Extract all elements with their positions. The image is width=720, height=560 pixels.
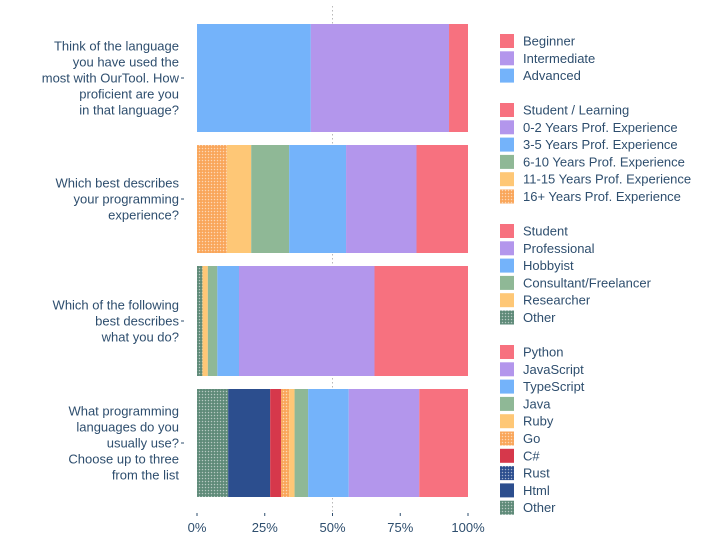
bar-segment-researcher bbox=[202, 266, 208, 376]
bar-segment-3-5-years-prof-experience bbox=[289, 145, 347, 253]
legend-label: 6-10 Years Prof. Experience bbox=[523, 154, 685, 169]
bar-segment-python bbox=[419, 389, 468, 497]
question-bar-3 bbox=[197, 266, 468, 376]
bar-segment-0-2-years-prof-experience bbox=[346, 145, 417, 253]
legend-label: Professional bbox=[523, 241, 595, 256]
legend-group-1: Beginner Intermediate Advanced bbox=[500, 34, 595, 83]
legend-swatch bbox=[500, 431, 514, 446]
bar-segment-hobbyist bbox=[217, 266, 240, 376]
legend-group-2: Student / Learning 0-2 Years Prof. Experi… bbox=[500, 103, 691, 204]
bar-segment-javascript bbox=[348, 389, 420, 497]
bar-segment-beginner bbox=[449, 24, 468, 132]
legend-label: Hobbyist bbox=[523, 258, 574, 273]
bars-group bbox=[197, 24, 468, 497]
bar-segment-ruby bbox=[289, 389, 295, 497]
legend-swatch bbox=[500, 362, 514, 377]
legend-swatch bbox=[500, 275, 514, 290]
bar-segment-other bbox=[197, 389, 229, 497]
legend-label: Other bbox=[523, 310, 556, 325]
legend-label: Python bbox=[523, 345, 563, 360]
legend-label: 16+ Years Prof. Experience bbox=[523, 189, 681, 204]
legend: Beginner Intermediate Advanced Student / Le… bbox=[500, 34, 691, 515]
legend-swatch bbox=[500, 154, 514, 169]
question-bar-2 bbox=[197, 145, 468, 253]
legend-swatch bbox=[500, 241, 514, 256]
x-tick-label: 75% bbox=[387, 520, 413, 535]
bar-segment-advanced bbox=[197, 24, 311, 132]
legend-label: Intermediate bbox=[523, 51, 595, 66]
legend-swatch bbox=[500, 51, 514, 66]
legend-swatch bbox=[500, 483, 514, 498]
question-bar-1 bbox=[197, 24, 468, 132]
legend-swatch bbox=[500, 224, 514, 238]
legend-label: C# bbox=[523, 448, 540, 463]
legend-label: Consultant/Freelancer bbox=[523, 275, 652, 290]
question-label-4: What programming languages do you usually … bbox=[68, 404, 179, 483]
bar-segment-java bbox=[294, 389, 309, 497]
legend-swatch bbox=[500, 172, 514, 187]
legend-swatch bbox=[500, 68, 514, 83]
bar-segment-professional bbox=[239, 266, 375, 376]
legend-label: JavaScript bbox=[523, 362, 584, 377]
bar-segment-student bbox=[374, 266, 468, 376]
bar-segment-consultant-freelancer bbox=[207, 266, 218, 376]
legend-label: Ruby bbox=[523, 414, 554, 429]
bar-segment-c- bbox=[270, 389, 282, 497]
legend-group-3: Student Professional Hobbyist Consultant/Fr… bbox=[500, 224, 652, 325]
legend-swatch bbox=[500, 310, 514, 325]
bar-segment-intermediate bbox=[310, 24, 450, 132]
legend-label: 3-5 Years Prof. Experience bbox=[523, 137, 678, 152]
bar-segment-html bbox=[228, 389, 271, 497]
bar-segment-typescript bbox=[308, 389, 349, 497]
legend-label: Advanced bbox=[523, 68, 581, 83]
legend-label: Beginner bbox=[523, 34, 576, 49]
legend-label: Student / Learning bbox=[523, 103, 629, 118]
legend-label: Html bbox=[523, 483, 550, 498]
legend-swatch bbox=[500, 345, 514, 359]
legend-swatch bbox=[500, 379, 514, 394]
question-labels: Think of the language you have used the mo… bbox=[42, 39, 184, 483]
bar-segment-16-years-prof-experience bbox=[197, 145, 227, 253]
legend-swatch bbox=[500, 189, 514, 204]
question-label-3: Which of the following best describes what… bbox=[53, 298, 180, 345]
question-label-1: Think of the language you have used the mo… bbox=[42, 39, 180, 118]
legend-group-4: Python JavaScript TypeScript Java Ruby Go C# Ru… bbox=[500, 345, 585, 515]
legend-label: Other bbox=[523, 500, 556, 515]
x-axis-ticks: 0% 25% 50% 75% 100% bbox=[188, 513, 485, 535]
question-label-2: Which best describes your programming expe… bbox=[55, 176, 179, 223]
legend-swatch bbox=[500, 448, 514, 463]
question-bar-4 bbox=[197, 389, 468, 497]
x-tick-label: 50% bbox=[319, 520, 345, 535]
legend-label: 0-2 Years Prof. Experience bbox=[523, 120, 678, 135]
x-tick-label: 0% bbox=[188, 520, 207, 535]
legend-label: Go bbox=[523, 431, 540, 446]
bar-segment-6-10-years-prof-experience bbox=[251, 145, 290, 253]
legend-label: Rust bbox=[523, 466, 550, 481]
legend-swatch bbox=[500, 466, 514, 481]
legend-swatch bbox=[500, 34, 514, 48]
legend-swatch bbox=[500, 396, 514, 411]
legend-swatch bbox=[500, 293, 514, 308]
legend-swatch bbox=[500, 500, 514, 515]
x-tick-label: 100% bbox=[451, 520, 485, 535]
bar-segment-go bbox=[281, 389, 290, 497]
legend-label: Student bbox=[523, 224, 568, 239]
legend-label: Researcher bbox=[523, 293, 591, 308]
x-tick-label: 25% bbox=[252, 520, 278, 535]
legend-swatch bbox=[500, 120, 514, 135]
bar-segment-11-15-years-prof-experience bbox=[226, 145, 252, 253]
legend-label: Java bbox=[523, 396, 551, 411]
legend-label: TypeScript bbox=[523, 379, 585, 394]
legend-swatch bbox=[500, 414, 514, 429]
bar-segment-student-learning bbox=[416, 145, 468, 253]
bar-segment-other bbox=[197, 266, 203, 376]
legend-swatch bbox=[500, 137, 514, 152]
legend-label: 11-15 Years Prof. Experience bbox=[523, 172, 691, 187]
legend-swatch bbox=[500, 258, 514, 273]
legend-swatch bbox=[500, 103, 514, 117]
